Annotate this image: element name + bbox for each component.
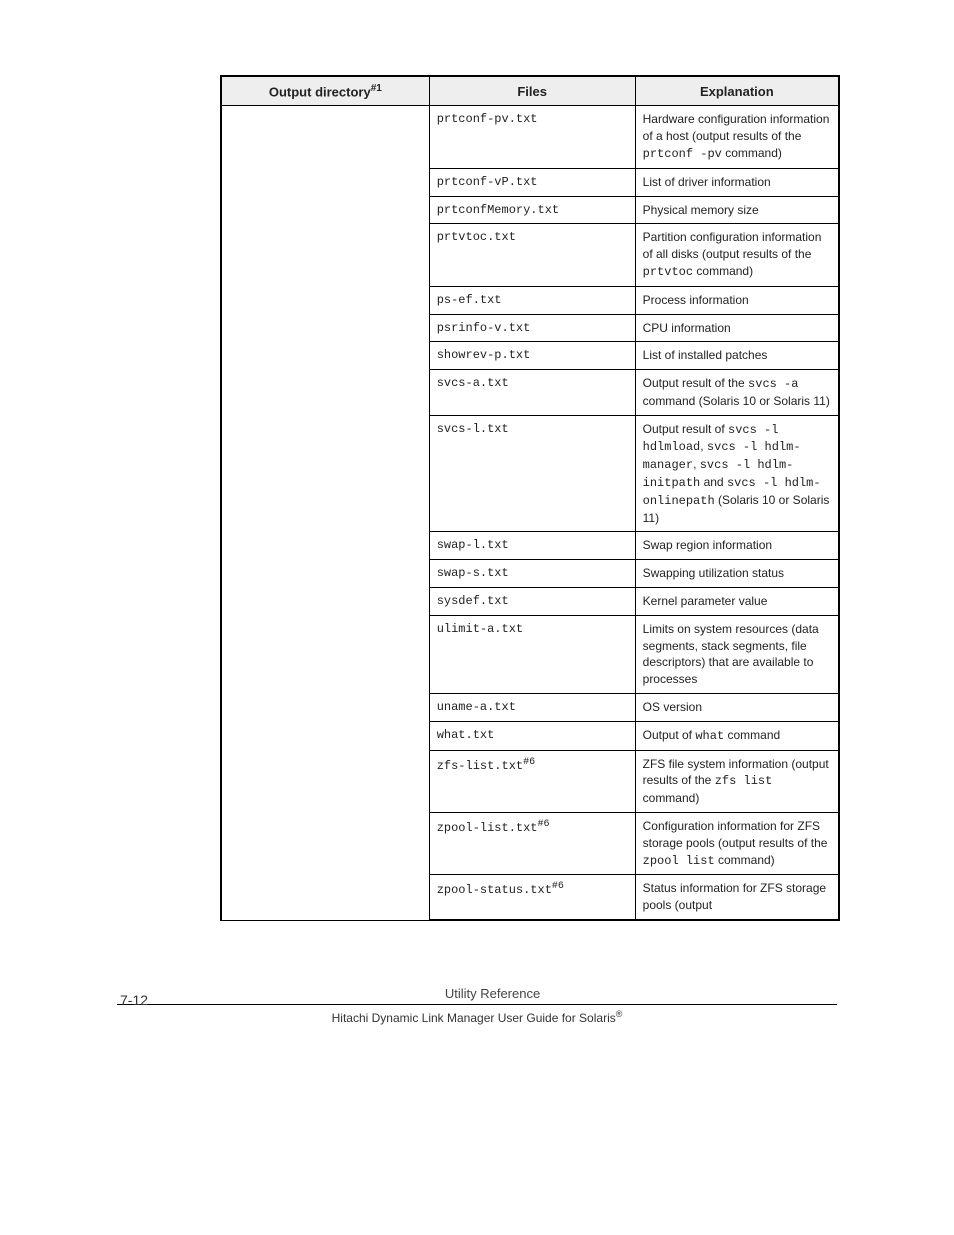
- file-cell: what.txt: [429, 721, 635, 750]
- table-body: prtconf-pv.txtHardware configuration inf…: [221, 106, 839, 920]
- file-cell: svcs-l.txt: [429, 415, 635, 532]
- explanation-cell: Output result of the svcs -a command (So…: [635, 370, 839, 416]
- section-title: Utility Reference: [117, 986, 837, 1005]
- explanation-cell: Hardware configuration information of a …: [635, 106, 839, 168]
- explanation-cell: Partition configuration information of a…: [635, 224, 839, 286]
- file-cell: zfs-list.txt#6: [429, 750, 635, 812]
- explanation-cell: OS version: [635, 694, 839, 722]
- file-cell: uname-a.txt: [429, 694, 635, 722]
- doc-title: Hitachi Dynamic Link Manager User Guide …: [115, 1009, 839, 1025]
- file-cell: prtconfMemory.txt: [429, 196, 635, 224]
- page-footer: 7-12 Utility Reference Hitachi Dynamic L…: [115, 986, 839, 1025]
- file-cell: swap-l.txt: [429, 532, 635, 560]
- explanation-cell: Swapping utilization status: [635, 560, 839, 588]
- table-row: prtconf-pv.txtHardware configuration inf…: [221, 106, 839, 168]
- file-cell: prtconf-pv.txt: [429, 106, 635, 168]
- explanation-cell: CPU information: [635, 314, 839, 342]
- file-cell: svcs-a.txt: [429, 370, 635, 416]
- header-explanation: Explanation: [635, 76, 839, 106]
- header-output-dir: Output directory#1: [221, 76, 429, 106]
- file-cell: prtconf-vP.txt: [429, 168, 635, 196]
- explanation-cell: Configuration information for ZFS storag…: [635, 813, 839, 875]
- file-cell: zpool-list.txt#6: [429, 813, 635, 875]
- file-cell: zpool-status.txt#6: [429, 875, 635, 920]
- file-cell: ulimit-a.txt: [429, 615, 635, 693]
- explanation-cell: Swap region information: [635, 532, 839, 560]
- explanation-cell: Output of what command: [635, 721, 839, 750]
- file-cell: prtvtoc.txt: [429, 224, 635, 286]
- explanation-cell: Physical memory size: [635, 196, 839, 224]
- file-cell: swap-s.txt: [429, 560, 635, 588]
- explanation-cell: List of driver information: [635, 168, 839, 196]
- output-dir-cell: [221, 106, 429, 920]
- header-files: Files: [429, 76, 635, 106]
- file-cell: ps-ef.txt: [429, 286, 635, 314]
- explanation-cell: ZFS file system information (output resu…: [635, 750, 839, 812]
- explanation-cell: Output result of svcs -l hdlmload, svcs …: [635, 415, 839, 532]
- explanation-cell: List of installed patches: [635, 342, 839, 370]
- table-header-row: Output directory#1 Files Explanation: [221, 76, 839, 106]
- file-cell: showrev-p.txt: [429, 342, 635, 370]
- explanation-cell: Kernel parameter value: [635, 588, 839, 616]
- file-cell: sysdef.txt: [429, 588, 635, 616]
- explanation-cell: Limits on system resources (data segment…: [635, 615, 839, 693]
- explanation-cell: Process information: [635, 286, 839, 314]
- explanation-cell: Status information for ZFS storage pools…: [635, 875, 839, 920]
- page-number: 7-12: [120, 992, 148, 1008]
- reference-table: Output directory#1 Files Explanation prt…: [220, 75, 840, 921]
- file-cell: psrinfo-v.txt: [429, 314, 635, 342]
